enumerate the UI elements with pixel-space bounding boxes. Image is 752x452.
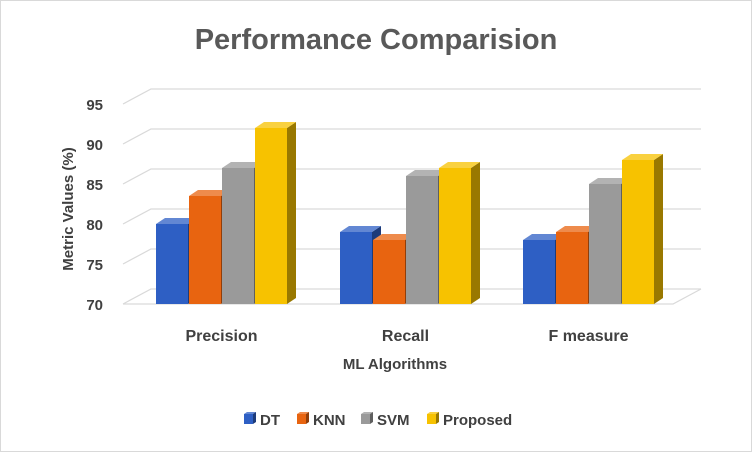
y-tick-label: 95 [86, 97, 103, 114]
y-tick-label: 75 [86, 257, 103, 274]
x-axis-title: ML Algorithms [343, 356, 447, 373]
legend-item: Proposed [427, 412, 512, 429]
bar [622, 154, 663, 304]
legend-swatch [244, 414, 253, 424]
legend-label: KNN [313, 412, 346, 429]
y-tick-label: 85 [86, 177, 103, 194]
gridline [122, 88, 701, 105]
x-tick-label: Recall [382, 328, 429, 345]
legend-swatch [361, 414, 370, 424]
gridline [122, 168, 701, 185]
x-tick-labels: Precision Recall F measure [185, 328, 628, 345]
legend: DT KNN SVM Proposed [244, 412, 512, 429]
bar [255, 122, 296, 304]
bars [156, 122, 663, 304]
x-tick-label: Precision [185, 328, 257, 345]
chart-title: Performance Comparision [195, 24, 558, 56]
y-tick-label: 90 [86, 137, 103, 154]
legend-item: SVM [361, 412, 410, 429]
gridline [122, 248, 701, 265]
gridline [122, 128, 701, 145]
legend-item: DT [244, 412, 280, 429]
y-tick-labels: 70 75 80 85 90 95 [86, 97, 103, 314]
y-tick-label: 70 [86, 297, 103, 314]
legend-label: SVM [377, 412, 410, 429]
gridlines [122, 88, 702, 305]
legend-label: DT [260, 412, 280, 429]
bar [439, 162, 480, 304]
y-tick-label: 80 [86, 217, 103, 234]
floor-line [123, 288, 702, 305]
legend-swatch [427, 414, 436, 424]
legend-swatch [297, 414, 306, 424]
y-axis-title: Metric Values (%) [60, 147, 77, 270]
gridline [122, 208, 701, 225]
gridline [122, 288, 701, 305]
x-tick-label: F measure [548, 328, 628, 345]
legend-item: KNN [297, 412, 346, 429]
legend-label: Proposed [443, 412, 512, 429]
